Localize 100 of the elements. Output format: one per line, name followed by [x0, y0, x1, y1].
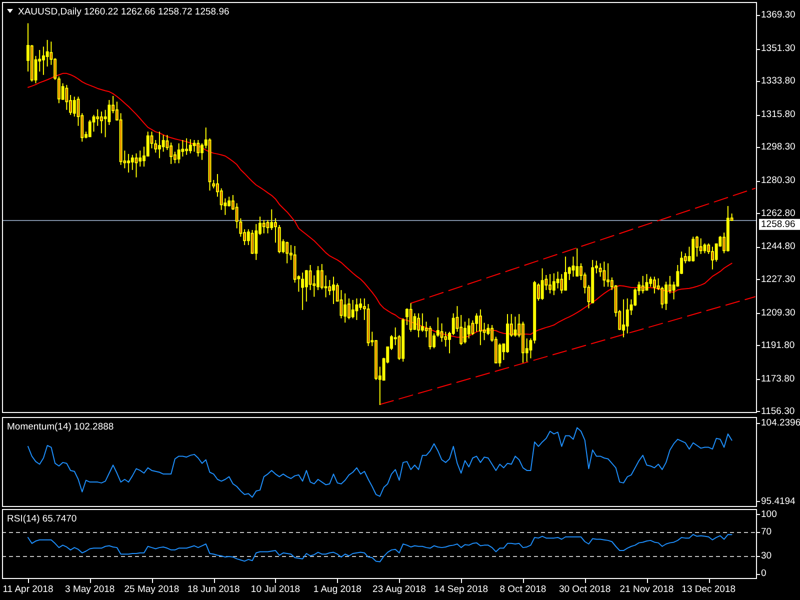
candlestick	[514, 316, 517, 338]
candlestick	[463, 321, 466, 344]
candlestick	[652, 276, 656, 294]
x-tick-label: 18 Jun 2018	[187, 584, 240, 595]
candlestick	[127, 153, 130, 174]
candlestick	[134, 152, 138, 178]
candlestick	[359, 298, 362, 310]
candlestick	[96, 108, 100, 126]
y-tick-label: 1280.30	[761, 175, 796, 186]
x-tick-label: 13 Dec 2018	[682, 584, 736, 595]
candlestick	[158, 131, 161, 159]
y-tick-label: 100	[761, 508, 777, 520]
candlestick	[188, 138, 192, 154]
y-tick-label: 104.2396	[761, 417, 800, 428]
candlestick	[428, 325, 432, 350]
ref-line-label: 1258.96	[761, 218, 796, 230]
candlestick	[88, 119, 92, 138]
candlestick	[540, 268, 544, 300]
candlestick	[622, 298, 626, 338]
candlestick	[250, 230, 254, 254]
candlestick	[65, 84, 68, 110]
candlestick	[138, 150, 142, 168]
candlestick	[692, 236, 695, 262]
candlestick	[316, 266, 320, 291]
x-tick-label: 1 Aug 2018	[313, 584, 362, 595]
candlestick	[304, 269, 308, 302]
candlestick	[420, 312, 424, 332]
candlestick	[274, 218, 277, 244]
x-tick-label: 8 Oct 2018	[500, 584, 546, 595]
y-tick-label: 1315.80	[761, 109, 796, 120]
candlestick	[440, 322, 444, 342]
candlestick	[413, 312, 416, 331]
x-tick-label: 25 May 2018	[124, 584, 180, 595]
candlestick	[100, 111, 103, 134]
candlestick	[228, 196, 231, 208]
chart-title: RSI(14) 65.7470	[7, 513, 77, 524]
candlestick	[262, 219, 266, 234]
candlestick	[72, 96, 76, 118]
candlestick	[320, 264, 324, 290]
candlestick	[301, 272, 304, 310]
candlestick	[699, 238, 702, 254]
chart-title: Momentum(14) 102.2888	[7, 421, 114, 432]
y-tick-label: 95.4194	[761, 496, 796, 507]
candlestick	[417, 312, 420, 338]
candlestick	[602, 261, 606, 288]
candlestick	[46, 39, 49, 68]
candlestick	[254, 224, 258, 260]
candlestick	[347, 298, 350, 320]
candlestick	[332, 276, 335, 305]
chart-title: XAUUSD,Daily 1260.22 1262.66 1258.72 1258.96	[18, 6, 230, 17]
candlestick	[552, 272, 556, 296]
candlestick	[664, 281, 668, 310]
candlestick	[498, 342, 502, 368]
y-tick-label: 1191.80	[761, 340, 795, 351]
y-tick-label: 1173.80	[761, 373, 795, 384]
candlestick	[564, 256, 568, 292]
x-tick-label: 21 Nov 2018	[620, 584, 674, 595]
candlestick	[130, 154, 134, 170]
x-tick-label: 10 Jul 2018	[250, 584, 300, 595]
x-tick-label: 14 Sep 2018	[434, 584, 488, 595]
candlestick	[649, 276, 652, 288]
candlestick	[328, 280, 332, 296]
y-tick-label: 1227.30	[761, 274, 796, 285]
x-tick-label: 3 May 2018	[65, 584, 115, 595]
candlestick	[478, 308, 482, 346]
candlestick	[405, 308, 408, 326]
candlestick	[703, 242, 706, 254]
candlestick	[641, 275, 644, 294]
candlestick	[710, 246, 714, 270]
candlestick	[270, 208, 274, 231]
line-series	[28, 534, 732, 562]
y-tick-label: 0	[761, 568, 766, 580]
candlestick	[355, 298, 358, 321]
candlestick	[645, 274, 648, 292]
candlestick	[344, 292, 347, 324]
y-tick-label: 1209.30	[761, 307, 796, 318]
candlestick	[42, 46, 45, 76]
y-tick-label: 1369.30	[761, 10, 796, 21]
y-tick-label: 1156.30	[761, 406, 795, 417]
candlestick	[192, 139, 196, 152]
candlestick	[146, 131, 150, 158]
candlestick	[467, 318, 470, 339]
candlestick	[695, 235, 698, 258]
candlestick	[266, 219, 270, 234]
x-tick-label: 30 Oct 2018	[558, 584, 611, 595]
candlestick	[460, 314, 463, 346]
candlestick	[475, 312, 478, 332]
y-tick-label: 1262.80	[761, 208, 796, 219]
candlestick	[154, 139, 158, 154]
candlestick	[560, 274, 564, 294]
candlestick	[162, 134, 165, 152]
candlestick	[286, 241, 289, 264]
candlestick	[351, 299, 354, 319]
candlestick	[57, 76, 60, 104]
candlestick	[626, 298, 629, 334]
candlestick	[576, 248, 579, 278]
y-tick-label: 1351.30	[761, 43, 796, 54]
candlestick	[200, 142, 204, 160]
candlestick	[436, 316, 440, 338]
candlestick	[170, 142, 173, 164]
